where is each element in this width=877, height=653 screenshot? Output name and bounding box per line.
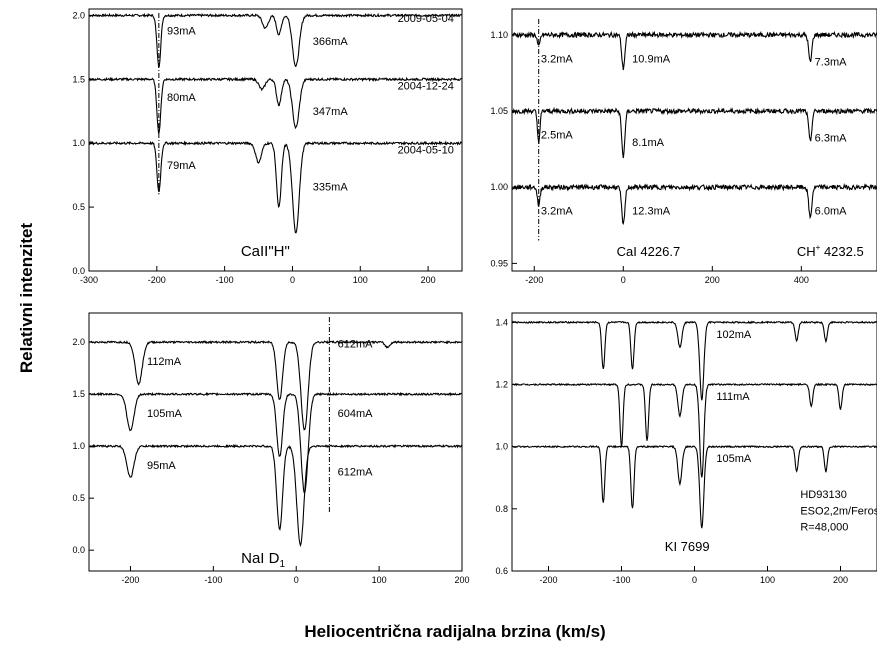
- spectrum-line: [89, 443, 462, 548]
- annotation-label: 79mA: [167, 160, 196, 172]
- y-tick-label: 0.8: [495, 504, 508, 514]
- x-tick-label: 200: [454, 575, 469, 585]
- panel-frame: [511, 8, 877, 272]
- annotation-label: 2009-05-04: [398, 13, 454, 25]
- panel-4: 0.6 0.8 1.0 1.2 1.4 -200 -100 0 100 200 102mA 111mA…: [495, 312, 877, 585]
- annotation-label: 6.3mA: [815, 133, 847, 145]
- y-tick-label: 0.5: [72, 202, 85, 212]
- x-tick-label: 0: [290, 275, 295, 285]
- x-tick-label: 200: [421, 275, 436, 285]
- y-tick-label: 1.0: [495, 442, 508, 452]
- panel-title: CaI 4226.7: [617, 244, 681, 259]
- panel-frame: [88, 8, 463, 272]
- x-tick-label: 400: [794, 275, 809, 285]
- y-tick-label: 1.4: [495, 317, 508, 327]
- figure-xlabel: Heliocentrična radijalna brzina (km/s): [304, 622, 605, 641]
- y-tick-label: 0.0: [72, 545, 85, 555]
- y-tick-label: 1.0: [72, 138, 85, 148]
- annotation-label: 366mA: [313, 36, 349, 48]
- spectrum-line: [512, 320, 877, 401]
- x-tick-label: -200: [148, 275, 166, 285]
- annotation-label: 10.9mA: [632, 53, 671, 65]
- x-tick-label: 0: [621, 275, 626, 285]
- annotation-label: ESO2,2m/Feros: [800, 505, 877, 517]
- panel-2: 0.95 1.00 1.05 1.10 -200 0 200 400 3.2mA 10.9mA 7.…: [490, 8, 877, 285]
- annotation-label: 7.3mA: [815, 56, 847, 68]
- spectrum-line: [512, 444, 877, 529]
- annotation-label: 2004-12-24: [398, 81, 454, 93]
- x-tick-label: -200: [539, 575, 557, 585]
- annotation-label: 93mA: [167, 26, 196, 38]
- annotation-label: 111mA: [716, 391, 750, 403]
- annotation-label: 6.0mA: [815, 206, 847, 218]
- y-tick-label: 1.2: [495, 379, 508, 389]
- x-tick-label: 100: [372, 575, 387, 585]
- panel-1: 0.0 0.5 1.0 1.5 2.0 -300 -200 -100 0 100 200 93mA 36…: [72, 8, 463, 285]
- y-tick-label: 0.5: [72, 493, 85, 503]
- annotation-label: 105mA: [716, 453, 752, 465]
- x-tick-label: -100: [204, 575, 222, 585]
- y-tick-label: 2.0: [72, 337, 85, 347]
- y-tick-label: 1.5: [72, 74, 85, 84]
- annotation-label: 335mA: [313, 181, 349, 193]
- y-tick-label: 1.10: [490, 30, 508, 40]
- spectrum-line: [89, 12, 462, 68]
- spectrum-line: [89, 140, 462, 234]
- y-tick-label: 1.5: [72, 389, 85, 399]
- y-tick-label: 2.0: [72, 10, 85, 20]
- x-tick-label: 0: [692, 575, 697, 585]
- spectrum-line: [89, 391, 462, 493]
- figure-ylabel: Relativni intenzitet: [17, 223, 36, 374]
- annotation-label: 2004-05-10: [398, 144, 454, 156]
- spectrum-line: [512, 106, 877, 159]
- annotation-label: 80mA: [167, 92, 196, 104]
- annotation-label: 604mA: [338, 408, 374, 420]
- y-tick-label: 0.95: [490, 258, 508, 268]
- spectrum-line: [512, 382, 877, 478]
- annotation-label: 112mA: [147, 356, 182, 368]
- spectrum-line: [89, 76, 462, 134]
- panel-title-2: CH+ 4232.5: [797, 243, 864, 259]
- x-tick-label: -100: [216, 275, 234, 285]
- panel-title: CaII"H": [241, 243, 290, 260]
- x-tick-label: -300: [80, 275, 98, 285]
- spectrum-line: [512, 182, 877, 226]
- x-tick-label: 200: [705, 275, 720, 285]
- annotation-label: 102mA: [716, 329, 752, 341]
- annotation-label: 105mA: [147, 408, 183, 420]
- x-tick-label: -200: [525, 275, 543, 285]
- x-tick-label: 0: [294, 575, 299, 585]
- annotation-label: 12.3mA: [632, 206, 671, 218]
- annotation-label: HD93130: [800, 489, 846, 501]
- annotation-label: 347mA: [313, 106, 349, 118]
- x-tick-label: 100: [760, 575, 775, 585]
- annotation-label: 95mA: [147, 460, 176, 472]
- spectrum-line: [512, 30, 877, 71]
- annotation-label: 8.1mA: [632, 137, 664, 149]
- panel-frame: [88, 312, 463, 572]
- x-tick-label: 100: [353, 275, 368, 285]
- y-tick-label: 0.0: [72, 266, 85, 276]
- annotation-label: 2.5mA: [541, 129, 573, 141]
- x-tick-label: -100: [612, 575, 630, 585]
- annotation-label: R=48,000: [800, 522, 848, 534]
- y-tick-label: 1.00: [490, 182, 508, 192]
- x-tick-label: 200: [833, 575, 848, 585]
- y-tick-label: 1.05: [490, 106, 508, 116]
- annotation-label: 3.2mA: [541, 206, 573, 218]
- annotation-label: 612mA: [338, 466, 374, 478]
- panel-title: KI 7699: [665, 539, 710, 554]
- y-tick-label: 1.0: [72, 441, 85, 451]
- y-tick-label: 0.6: [495, 566, 508, 576]
- annotation-label: 612mA: [338, 338, 374, 350]
- panel-3: 0.0 0.5 1.0 1.5 2.0 -200 -100 0 100 200 112mA 612mA…: [72, 312, 470, 585]
- spectrum-line: [89, 339, 462, 431]
- x-tick-label: -200: [121, 575, 139, 585]
- panel-title: NaI D1: [241, 550, 285, 570]
- annotation-label: 3.2mA: [541, 53, 573, 65]
